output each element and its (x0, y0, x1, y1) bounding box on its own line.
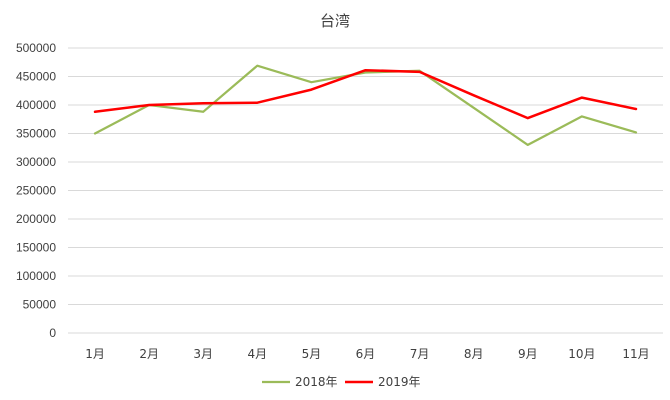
legend-label: 2019年 (378, 375, 421, 389)
x-tick-label: 2月 (139, 347, 159, 361)
series-line-1 (93, 64, 638, 147)
x-tick-label: 11月 (622, 347, 649, 361)
x-tick-label: 9月 (518, 347, 538, 361)
x-tick-label: 6月 (356, 347, 376, 361)
y-tick-label: 50000 (23, 298, 57, 312)
chart-title: 台湾 (320, 12, 350, 30)
x-tick-label: 7月 (410, 347, 430, 361)
y-tick-label: 500000 (16, 41, 56, 55)
x-tick-label: 10月 (568, 347, 595, 361)
gridlines (68, 47, 663, 334)
y-tick-label: 300000 (16, 155, 56, 169)
x-tick-label: 8月 (464, 347, 484, 361)
legend: 2018年 2019年 (262, 375, 421, 389)
y-tick-label: 0 (49, 326, 56, 340)
y-tick-label: 350000 (16, 127, 56, 141)
series-line-2 (93, 68, 638, 120)
series-lines (93, 64, 638, 147)
legend-label: 2018年 (295, 375, 338, 389)
x-tick-label: 5月 (302, 347, 322, 361)
y-axis-tick-labels: 0 50000 100000 150000 200000 250000 300000 3500… (16, 41, 56, 340)
x-tick-label: 4月 (247, 347, 267, 361)
y-tick-label: 100000 (16, 269, 56, 283)
x-tick-label: 1月 (85, 347, 105, 361)
x-tick-label: 3月 (193, 347, 213, 361)
y-tick-label: 200000 (16, 212, 56, 226)
x-axis-tick-labels: 1月 2月 3月 4月 5月 6月 7月 8月 9月 10月 11月 (85, 347, 649, 361)
y-tick-label: 250000 (16, 184, 56, 198)
y-tick-label: 400000 (16, 98, 56, 112)
y-tick-label: 450000 (16, 70, 56, 84)
y-tick-label: 150000 (16, 241, 56, 255)
